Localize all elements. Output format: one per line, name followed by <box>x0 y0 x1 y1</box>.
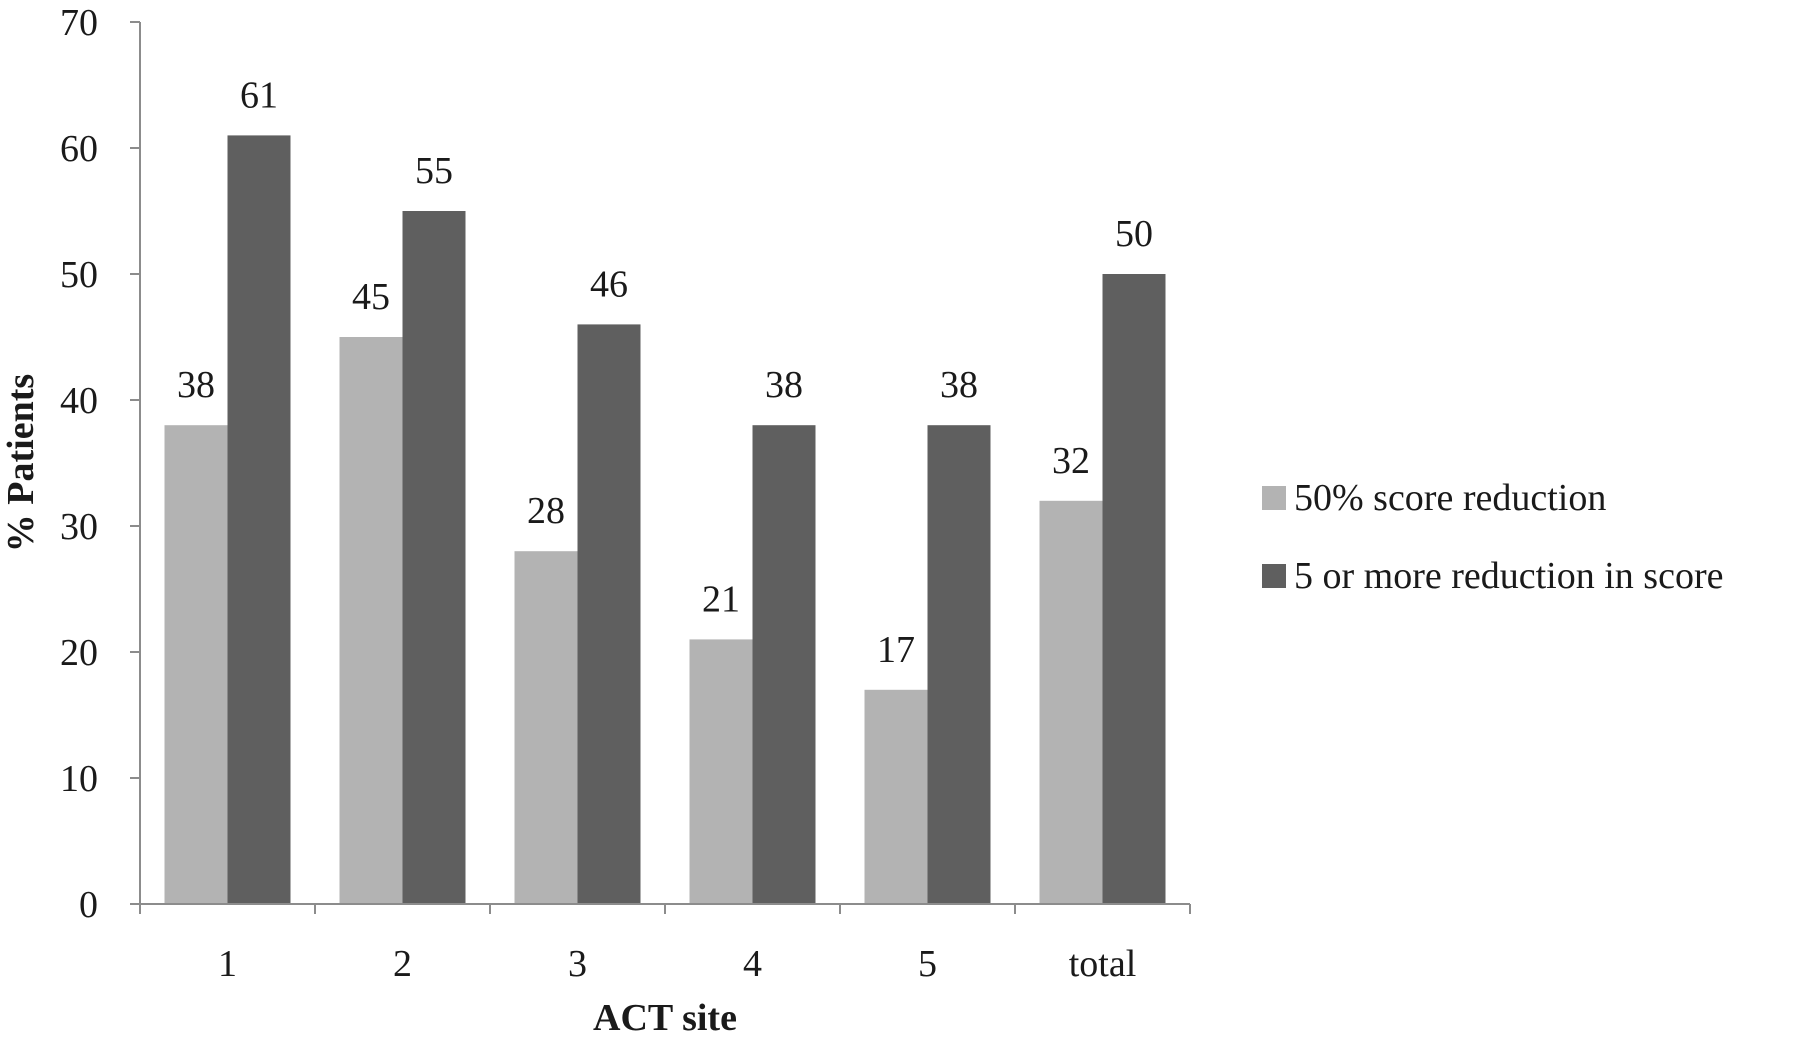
y-tick-label: 30 <box>60 506 98 548</box>
y-tick-label: 20 <box>60 632 98 674</box>
data-label-series2-4: 38 <box>765 364 803 406</box>
y-tick-label: 60 <box>60 128 98 170</box>
y-tick-label: 0 <box>79 884 98 926</box>
bars <box>164 135 1166 904</box>
data-label-series1-5: 17 <box>877 629 915 671</box>
bar-series2-3 <box>577 324 641 904</box>
y-tick-label: 70 <box>60 2 98 44</box>
data-label-series2-5: 38 <box>940 364 978 406</box>
data-label-series1-total: 32 <box>1052 440 1090 482</box>
data-label-series2-1: 61 <box>240 74 278 116</box>
bar-series2-4 <box>752 425 816 904</box>
x-tick-label: 1 <box>218 943 237 985</box>
bar-series1-5 <box>864 689 928 904</box>
y-axis-title: % Patients <box>0 374 42 552</box>
data-label-series2-2: 55 <box>415 150 453 192</box>
bar-series1-total <box>1039 500 1103 904</box>
data-label-series1-2: 45 <box>352 276 390 318</box>
x-tick-label: 3 <box>568 943 587 985</box>
x-axis-title: ACT site <box>593 997 737 1039</box>
legend: 50% score reduction 5 or more reduction i… <box>1262 477 1723 597</box>
data-label-series2-3: 46 <box>590 263 628 305</box>
legend-swatch-series2 <box>1262 564 1286 588</box>
x-tick-label: 5 <box>918 943 937 985</box>
y-tick-label: 40 <box>60 380 98 422</box>
x-tick-label: 4 <box>743 943 762 985</box>
data-label-series1-1: 38 <box>177 364 215 406</box>
data-label-series1-4: 21 <box>702 578 740 620</box>
y-axis-ticks: 0 10 20 30 40 50 60 70 <box>60 2 140 926</box>
bar-series1-4 <box>689 639 753 904</box>
data-label-series1-3: 28 <box>527 490 565 532</box>
legend-swatch-series1 <box>1262 486 1286 510</box>
bar-series2-total <box>1102 274 1166 904</box>
bar-series2-1 <box>227 135 291 904</box>
x-tick-label: 2 <box>393 943 412 985</box>
y-tick-label: 50 <box>60 254 98 296</box>
bar-series1-2 <box>339 337 403 904</box>
legend-label-series2: 5 or more reduction in score <box>1294 555 1723 597</box>
bar-series1-3 <box>514 551 578 904</box>
x-tick-label: total <box>1069 943 1137 985</box>
data-label-series2-total: 50 <box>1115 213 1153 255</box>
bar-series2-5 <box>927 425 991 904</box>
bar-series2-2 <box>402 211 466 904</box>
bar-series1-1 <box>164 425 228 904</box>
x-axis-ticks: 1 2 3 4 5 total <box>139 904 1191 985</box>
y-tick-label: 10 <box>60 758 98 800</box>
data-labels: 38 61 45 55 28 46 21 38 17 38 32 50 <box>177 74 1153 670</box>
legend-label-series1: 50% score reduction <box>1294 477 1606 519</box>
